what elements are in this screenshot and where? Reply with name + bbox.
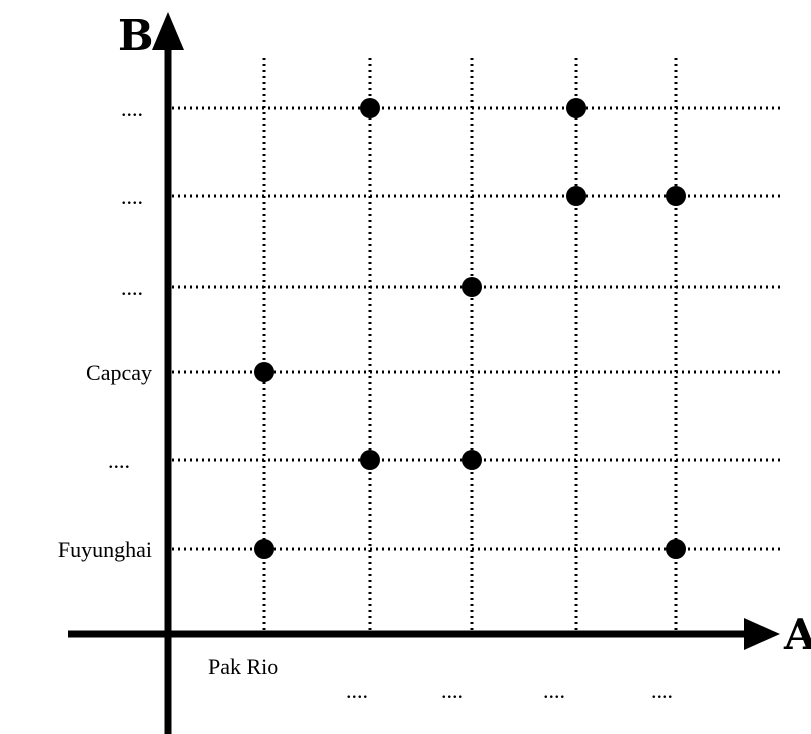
data-point bbox=[566, 186, 586, 206]
data-point bbox=[254, 362, 274, 382]
data-point bbox=[462, 277, 482, 297]
x-tick-label: .... bbox=[543, 678, 565, 703]
y-tick-label: .... bbox=[121, 184, 143, 209]
x-tick-label: .... bbox=[441, 678, 463, 703]
y-tick-label: Capcay bbox=[86, 360, 152, 385]
x-tick-label: Pak Rio bbox=[208, 654, 278, 679]
y-tick-label: .... bbox=[121, 96, 143, 121]
y-tick-label: Fuyunghai bbox=[58, 537, 152, 562]
data-point bbox=[566, 98, 586, 118]
data-point bbox=[666, 186, 686, 206]
y-tick-label: .... bbox=[108, 448, 130, 473]
y-axis-arrow-icon bbox=[152, 12, 184, 50]
x-axis-title: A bbox=[783, 610, 811, 659]
data-point bbox=[254, 539, 274, 559]
data-point bbox=[360, 98, 380, 118]
y-axis-title: B bbox=[118, 11, 154, 60]
x-axis-arrow-icon bbox=[744, 618, 780, 650]
data-points bbox=[254, 98, 686, 559]
y-tick-labels: Fuyunghai.... Capcay............ bbox=[58, 96, 152, 562]
data-point bbox=[666, 539, 686, 559]
axes: B A bbox=[68, 11, 811, 734]
y-tick-label: .... bbox=[121, 275, 143, 300]
x-tick-labels: Pak Rio................ bbox=[208, 654, 673, 703]
data-point bbox=[360, 450, 380, 470]
data-point bbox=[462, 450, 482, 470]
x-tick-label: .... bbox=[651, 678, 673, 703]
x-tick-label: .... bbox=[346, 678, 368, 703]
